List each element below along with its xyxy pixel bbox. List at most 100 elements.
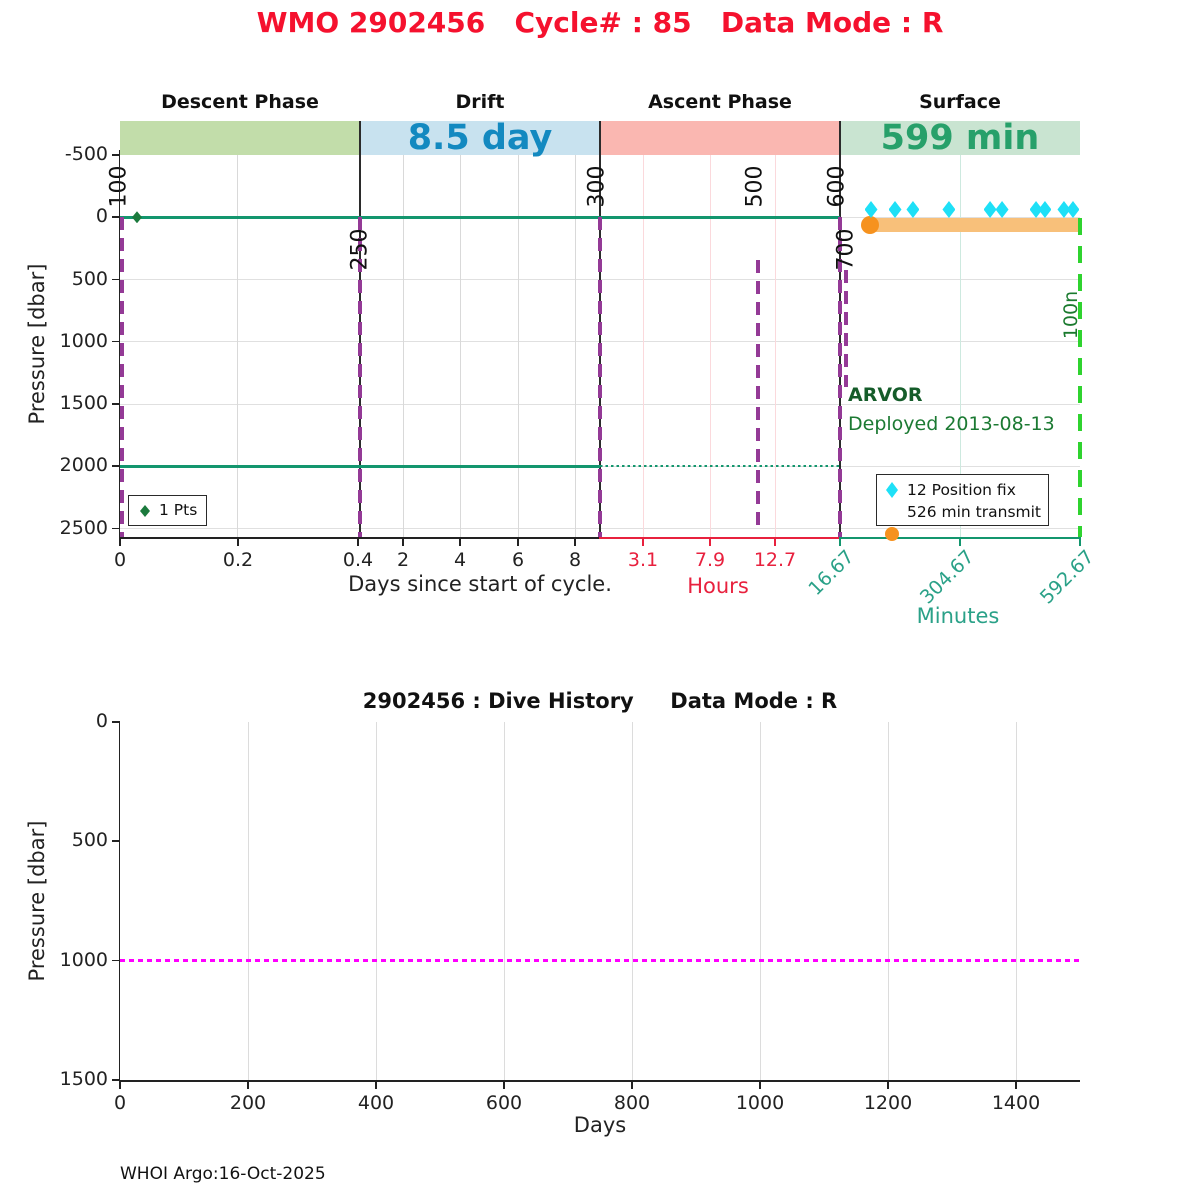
phase-label-2: Ascent Phase	[648, 91, 792, 113]
v-gridline	[631, 722, 633, 1080]
x-tick	[356, 539, 359, 546]
v-gridline	[517, 155, 519, 537]
x-tick	[959, 539, 961, 546]
y-tick	[112, 278, 120, 281]
y-tick-label: 500	[71, 829, 108, 852]
x-tick	[236, 539, 239, 546]
x-tick	[1015, 1082, 1017, 1089]
y-tick	[112, 840, 120, 842]
y-tick-label: 500	[71, 267, 108, 290]
x-tick	[503, 1082, 505, 1089]
v-gridline	[642, 155, 644, 537]
position-fix-marker	[888, 201, 902, 218]
event-line-300	[598, 217, 602, 538]
v-gridline	[574, 155, 576, 537]
v-gridline	[459, 155, 461, 537]
y-tick	[112, 959, 120, 962]
deployed-annotation: Deployed 2013-08-13	[848, 413, 1055, 435]
green-diamond-icon	[140, 505, 150, 517]
x-tick	[247, 1082, 249, 1089]
position-fix-marker	[942, 201, 956, 218]
points-legend-label: 1 Pts	[159, 501, 198, 519]
transmit-band	[865, 218, 1079, 232]
x-tick	[402, 539, 404, 546]
x-tick-label: 0	[113, 1092, 127, 1114]
v-gridline	[774, 155, 776, 537]
position-fix-marker	[983, 201, 997, 218]
y-tick	[112, 154, 120, 156]
cycle-timing-chart: Descent Phase Drift 8.5 day Ascent Phase Sur…	[59, 91, 1099, 608]
x-tick-label: 1200	[863, 1092, 913, 1114]
surface-legend-row-fix: 12 Position fix	[877, 479, 1048, 501]
x-axis-segment-1	[599, 537, 841, 539]
x-tick	[375, 1082, 377, 1089]
y-tick-label: 1000	[59, 329, 108, 352]
position-fix-marker	[1038, 201, 1052, 218]
event-line-100	[119, 217, 124, 538]
park-depth-line	[120, 959, 1080, 963]
x-tick	[1079, 539, 1081, 546]
bottom-y-axis-label: Pressure [dbar]	[25, 820, 49, 982]
y-axis-line	[118, 722, 120, 1082]
x-tick-label: 400	[357, 1092, 395, 1114]
x-tick	[517, 539, 520, 546]
position-fix-marker	[906, 201, 920, 218]
y-tick-label: 1500	[59, 392, 108, 415]
position-fix-icon	[886, 482, 898, 498]
phase-label-0: Descent Phase	[161, 91, 319, 113]
end-line-label: 100n	[1060, 290, 1082, 340]
x-tick-label: 1400	[991, 1092, 1041, 1114]
y-tick-label: -500	[64, 143, 108, 166]
footer-credit: WHOI Argo:16-Oct-2025	[120, 1164, 326, 1184]
event-line-250	[358, 217, 362, 538]
v-gridline	[709, 155, 711, 537]
position-fix-marker	[1029, 201, 1043, 218]
y-tick	[112, 1079, 120, 1081]
phase-band-3	[840, 121, 1080, 155]
event-line-600	[838, 217, 842, 538]
x-tick	[839, 539, 841, 546]
x-tick	[574, 539, 577, 546]
x-tick-label: 0.2	[222, 549, 254, 571]
v-gridline	[959, 155, 961, 537]
x-axis-segment-0	[119, 537, 601, 539]
x-tick	[709, 539, 712, 546]
x-tick	[459, 539, 462, 546]
reference-line-0	[120, 216, 840, 219]
position-fix-marker	[995, 201, 1009, 218]
x-tick-label: 200	[229, 1092, 267, 1114]
dive-history-title: 2902456 : Dive History Data Mode : R	[362, 689, 838, 713]
x-tick-label: 0.4	[342, 549, 374, 571]
top-x-axis-label-minutes: Minutes	[916, 604, 1000, 628]
y-tick-label: 0	[95, 710, 108, 732]
x-tick-label: 2	[396, 549, 410, 571]
position-fix-marker	[1066, 201, 1080, 218]
x-tick	[119, 1082, 121, 1089]
y-tick-label: 2000	[59, 454, 108, 477]
v-gridline	[375, 722, 377, 1080]
x-tick-label: 12.7	[753, 549, 797, 571]
transmit-label: 526 min transmit	[907, 503, 1041, 521]
band-duration-label: 599 min	[880, 118, 1040, 158]
position-fix-marker	[1057, 201, 1071, 218]
v-gridline	[247, 722, 249, 1080]
y-tick-label: 1500	[59, 1068, 108, 1090]
x-tick-label: 3.1	[627, 549, 659, 571]
reference-line-2000	[600, 465, 840, 468]
x-tick-label: 800	[613, 1092, 651, 1114]
y-tick-label: 2500	[59, 516, 108, 539]
y-tick-label: 0	[95, 205, 108, 228]
v-gridline	[759, 722, 761, 1080]
points-legend-row: 1 Pts	[129, 499, 206, 521]
surface-legend-row-transmit: 526 min transmit	[877, 501, 1048, 541]
event-line-500	[756, 259, 761, 533]
top-x-axis-label-days: Days since start of cycle.	[348, 572, 612, 596]
phase-label-3: Surface	[919, 91, 1001, 113]
y-axis-line	[118, 150, 120, 539]
y-tick	[112, 721, 120, 723]
phase-band-2	[600, 121, 840, 155]
phase-band-0	[120, 121, 360, 155]
phase-band-1	[360, 121, 600, 155]
